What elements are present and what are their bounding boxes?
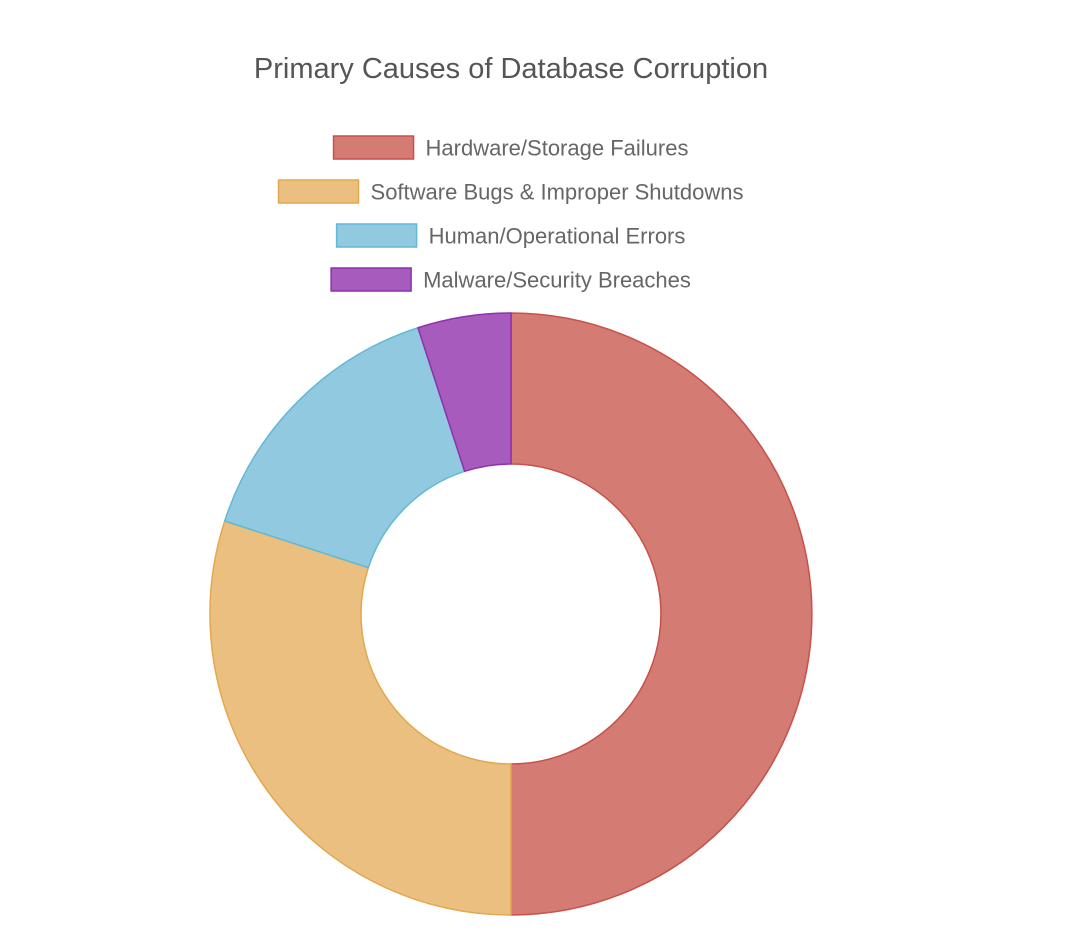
- legend-swatch-hardware-storage-failures: [332, 135, 415, 160]
- legend-swatch-human-operational-errors: [335, 223, 418, 248]
- legend-item-human-operational-errors[interactable]: Human/Operational Errors: [335, 223, 686, 249]
- legend: Hardware/Storage Failures Software Bugs &…: [277, 135, 744, 293]
- slice-human-operational-errors[interactable]: [223, 326, 466, 569]
- legend-swatch-software-bugs-and-improper-shutdowns: [277, 179, 360, 204]
- legend-swatch-malware-security-breaches: [330, 267, 412, 292]
- slice-software-bugs-and-improper-shutdowns[interactable]: [209, 520, 512, 916]
- slice-hardware-storage-failures[interactable]: [510, 312, 813, 916]
- legend-item-software-bugs-and-improper-shutdowns[interactable]: Software Bugs & Improper Shutdowns: [277, 179, 744, 205]
- legend-item-malware-security-breaches[interactable]: Malware/Security Breaches: [330, 267, 691, 293]
- slice-malware-security-breaches[interactable]: [417, 312, 512, 473]
- legend-item-hardware-storage-failures[interactable]: Hardware/Storage Failures: [332, 135, 689, 161]
- slices: [209, 312, 813, 916]
- legend-label-malware-security-breaches: Malware/Security Breaches: [423, 268, 691, 293]
- legend-label-software-bugs-and-improper-shutdowns: Software Bugs & Improper Shutdowns: [371, 180, 744, 205]
- chart-title: Primary Causes of Database Corruption: [254, 53, 768, 85]
- legend-label-hardware-storage-failures: Hardware/Storage Failures: [426, 136, 689, 161]
- legend-label-human-operational-errors: Human/Operational Errors: [429, 224, 686, 249]
